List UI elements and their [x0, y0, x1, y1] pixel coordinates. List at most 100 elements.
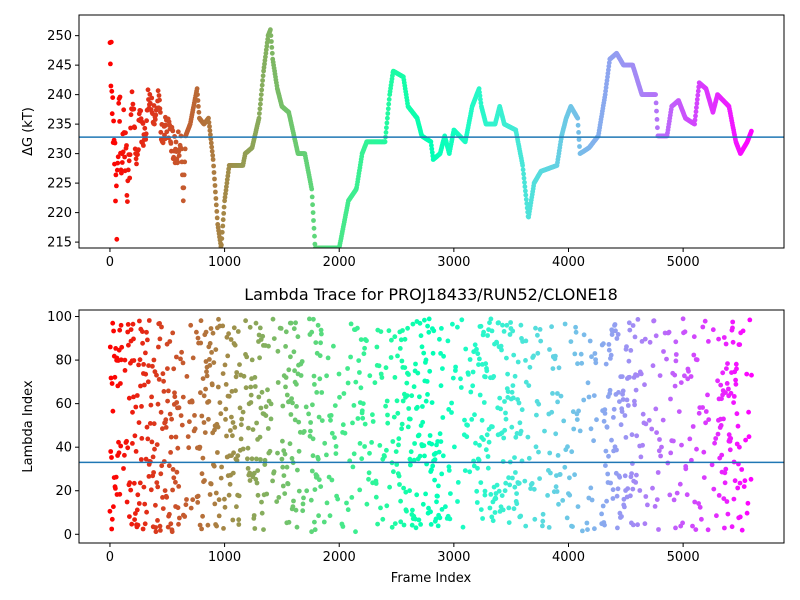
lambda-point [433, 516, 439, 522]
lambda-point [622, 473, 628, 479]
lambda-point [345, 507, 351, 513]
lambda-point [584, 520, 590, 526]
delta-g-point [108, 39, 114, 45]
lambda-point [618, 422, 624, 428]
lambda-point [118, 381, 123, 386]
delta-g-point [132, 125, 138, 131]
lambda-point [627, 374, 632, 380]
delta-g-point [521, 171, 526, 177]
lambda-point [742, 478, 748, 484]
lambda-point [190, 355, 196, 361]
lambda-point [380, 516, 386, 522]
lambda-point [125, 329, 131, 335]
lambda-point [198, 318, 204, 324]
lambda-point [257, 325, 263, 331]
lambda-point [569, 449, 575, 455]
delta-g-point [142, 125, 148, 131]
lambda-point [312, 527, 318, 533]
lambda-point [657, 373, 663, 378]
delta-g-point [310, 202, 315, 208]
lambda-point [713, 436, 719, 441]
lambda-point [135, 522, 141, 528]
lambda-point [141, 362, 147, 367]
lambda-point [145, 379, 151, 385]
lambda-point [117, 491, 123, 497]
lambda-point [509, 389, 515, 395]
lambda-point [497, 395, 503, 401]
lambda-point [254, 420, 259, 426]
lambda-point [567, 475, 572, 481]
lambda-point [438, 383, 444, 389]
lambda-point [107, 344, 113, 350]
delta-g-point [575, 122, 581, 128]
lambda-point [234, 370, 240, 375]
delta-g-point [384, 125, 389, 131]
lambda-point [744, 371, 750, 377]
lambda-point [410, 507, 415, 513]
lambda-point [296, 488, 302, 494]
lambda-point [654, 430, 659, 435]
lambda-point [374, 344, 380, 350]
lambda-point [438, 439, 444, 444]
lambda-point [418, 333, 424, 339]
delta-g-point [225, 170, 231, 175]
lambda-point [455, 480, 461, 485]
lambda-point [137, 318, 142, 324]
lambda-point [518, 322, 524, 328]
lambda-point [146, 474, 152, 479]
lambda-point [416, 517, 422, 523]
lambda-point [691, 352, 697, 358]
lambda-point [536, 449, 541, 455]
lambda-point [132, 433, 138, 439]
lambda-point [150, 363, 155, 369]
delta-g-point [384, 120, 390, 126]
lambda-point [672, 383, 678, 389]
lambda-point [361, 351, 367, 357]
lambda-point [184, 374, 190, 379]
lambda-point [252, 384, 258, 389]
lambda-point [315, 456, 321, 462]
lambda-point [488, 316, 494, 322]
lambda-point [267, 448, 273, 454]
lambda-point [175, 445, 181, 451]
lambda-point [285, 481, 291, 487]
lambda-point [158, 528, 163, 533]
delta-g-point [180, 198, 186, 204]
delta-g-point [212, 176, 217, 182]
lambda-point [146, 318, 152, 323]
lambda-point [510, 395, 516, 401]
lambda-point [171, 475, 177, 481]
lambda-point [229, 414, 234, 420]
lambda-point [655, 470, 661, 475]
lambda-point [429, 467, 434, 473]
lambda-point [482, 488, 488, 494]
delta-g-point [206, 120, 212, 125]
lambda-point [726, 386, 731, 392]
delta-g-point [214, 209, 220, 214]
delta-g-point [606, 67, 611, 73]
lambda-point [540, 518, 546, 524]
lambda-point [216, 316, 221, 322]
lambda-point [212, 501, 218, 507]
lambda-point [160, 371, 166, 377]
lambda-point [723, 466, 729, 472]
lambda-point [642, 521, 648, 527]
lambda-point [342, 430, 348, 436]
lambda-point [438, 351, 443, 356]
lambda-point [134, 393, 140, 398]
lambda-point [620, 388, 626, 394]
lambda-point [556, 501, 561, 507]
lambda-point [230, 433, 235, 439]
lambda-point [384, 503, 390, 509]
lambda-point [484, 368, 490, 374]
lambda-point [706, 417, 712, 422]
lambda-point [439, 326, 444, 331]
lambda-point [283, 375, 289, 380]
lambda-point [435, 523, 441, 529]
lambda-point [610, 496, 616, 501]
lambda-point [160, 506, 166, 511]
lambda-point [562, 464, 568, 470]
lambda-point [205, 522, 211, 528]
lambda-point [737, 514, 743, 520]
delta-g-point [269, 45, 275, 50]
